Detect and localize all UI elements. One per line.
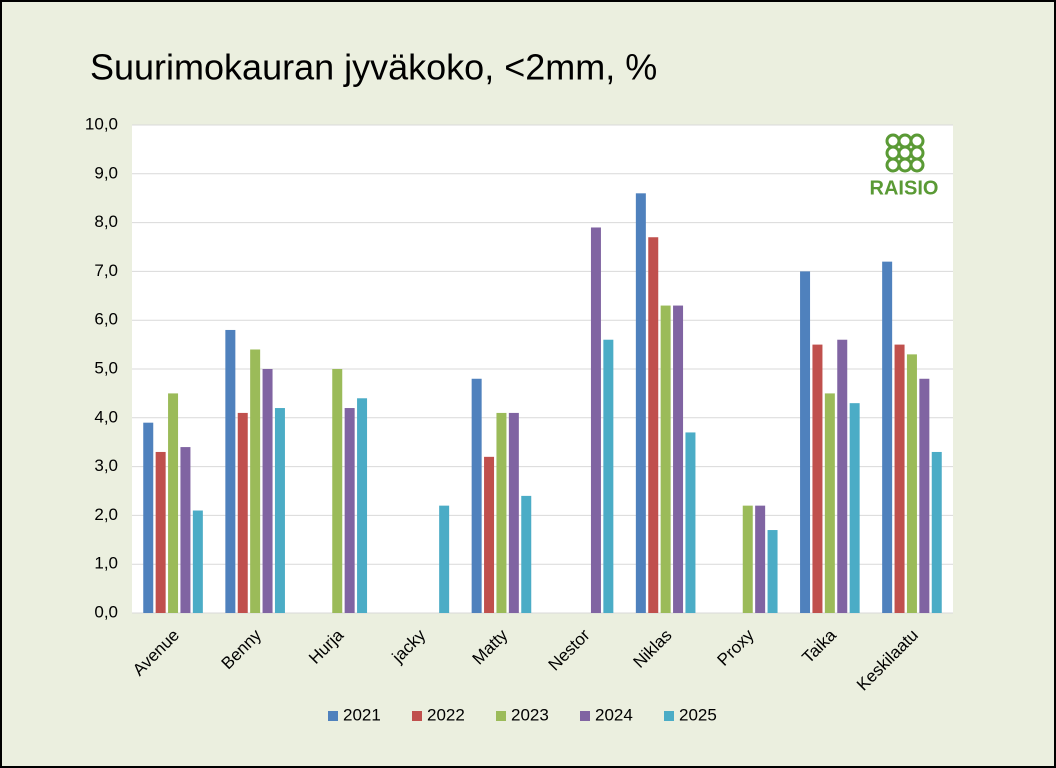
bar	[824, 393, 835, 613]
bar	[237, 412, 248, 613]
y-tick-label: 2,0	[94, 505, 118, 524]
y-tick-label: 10,0	[85, 114, 118, 133]
bar	[882, 261, 893, 613]
bar	[812, 344, 823, 613]
logo-text: RAISIO	[870, 177, 939, 199]
y-tick-label: 6,0	[94, 310, 118, 329]
bar	[837, 339, 848, 613]
y-tick-label: 8,0	[94, 212, 118, 231]
legend-swatch	[496, 711, 506, 721]
bar	[508, 412, 519, 613]
logo	[885, 133, 925, 173]
bar	[755, 505, 766, 613]
bar	[919, 378, 930, 613]
legend-label: 2025	[679, 705, 717, 724]
bar	[673, 305, 684, 613]
bar	[849, 403, 860, 613]
legend-swatch	[328, 711, 338, 721]
bar	[274, 408, 285, 613]
bar	[590, 227, 601, 614]
bar	[635, 193, 646, 613]
bar	[250, 349, 261, 613]
bar	[800, 271, 811, 613]
bar	[648, 237, 659, 614]
bar	[192, 510, 203, 613]
bar	[344, 408, 355, 613]
bar	[484, 456, 495, 613]
bar	[180, 447, 191, 613]
y-tick-label: 9,0	[94, 163, 118, 182]
legend-label: 2024	[595, 705, 633, 724]
bar	[357, 398, 368, 613]
bar	[603, 339, 614, 613]
bar	[931, 451, 942, 613]
bar	[225, 329, 236, 613]
legend-swatch	[664, 711, 674, 721]
bar	[332, 369, 343, 613]
bar	[660, 305, 671, 613]
bar	[521, 495, 532, 613]
bar	[143, 422, 154, 613]
bar	[168, 393, 179, 613]
chart-title: Suurimokauran jyväkoko, <2mm, %	[90, 47, 657, 88]
y-tick-label: 0,0	[94, 602, 118, 621]
bar	[767, 530, 778, 613]
legend-label: 2023	[511, 705, 549, 724]
y-tick-label: 1,0	[94, 554, 118, 573]
bar	[906, 354, 917, 613]
y-tick-label: 7,0	[94, 261, 118, 280]
bar	[439, 505, 450, 613]
legend-swatch	[412, 711, 422, 721]
legend-swatch	[580, 711, 590, 721]
bar	[894, 344, 905, 613]
bar	[155, 451, 166, 613]
legend-label: 2022	[427, 705, 465, 724]
bar	[471, 378, 482, 613]
bar	[496, 412, 507, 613]
y-tick-label: 5,0	[94, 358, 118, 377]
bar	[262, 369, 273, 613]
y-tick-label: 4,0	[94, 407, 118, 426]
bar	[685, 432, 696, 613]
legend-label: 2021	[343, 705, 381, 724]
y-tick-label: 3,0	[94, 456, 118, 475]
bar	[742, 505, 753, 613]
